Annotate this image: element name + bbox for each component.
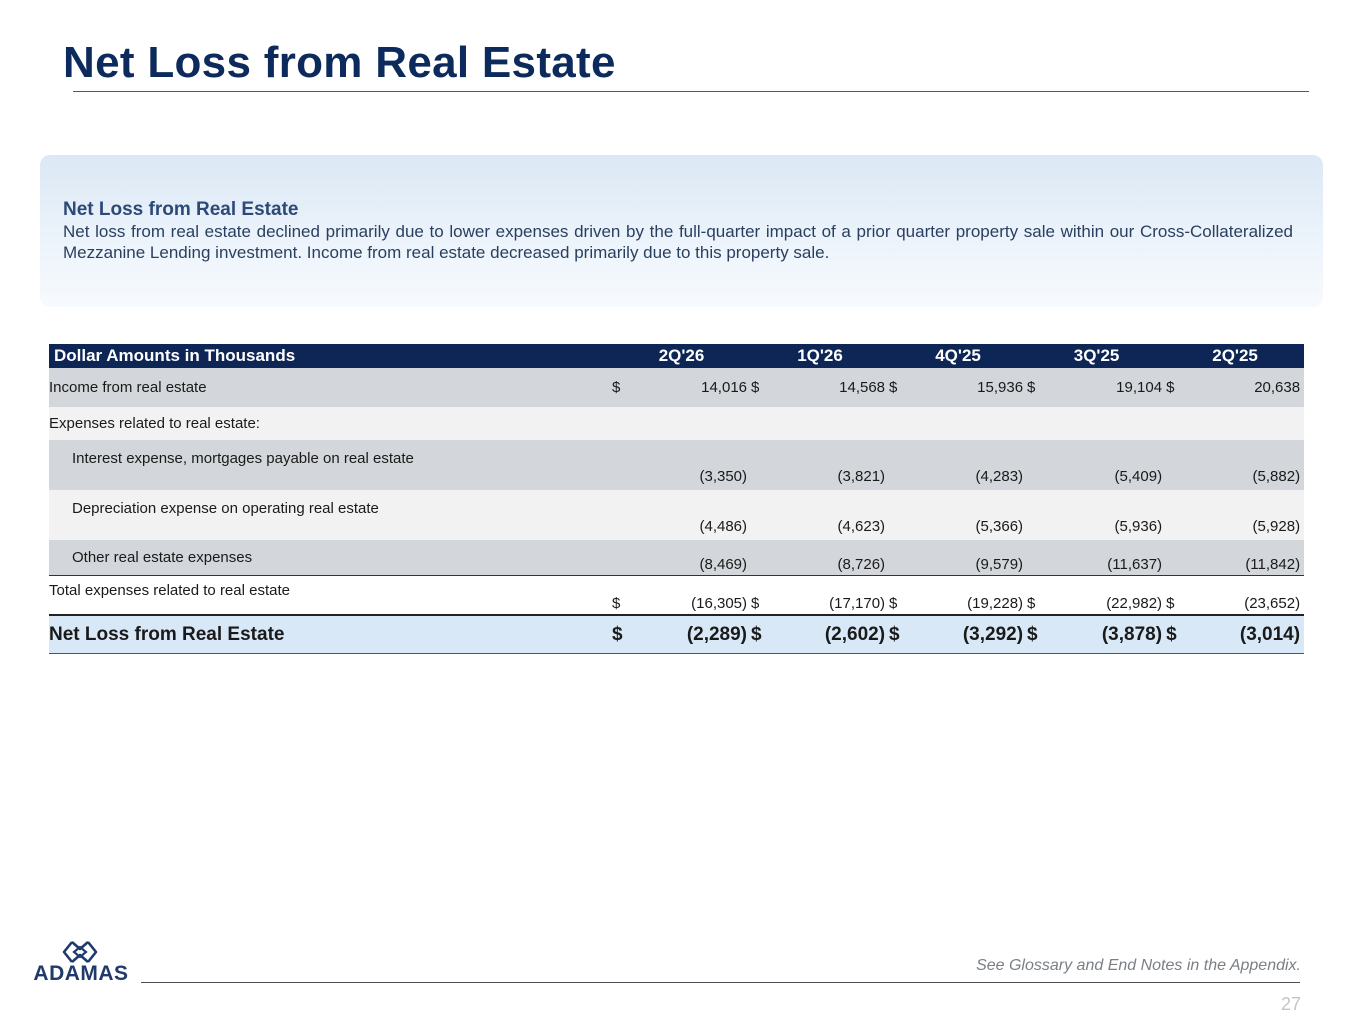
cell-value: (23,652) (1186, 575, 1305, 615)
cell-value: (5,936) (1047, 490, 1167, 540)
currency-symbol: $ (751, 575, 772, 615)
summary-callout: Net Loss from Real Estate Net loss from … (40, 155, 1323, 307)
table-header-label: Dollar Amounts in Thousands (49, 344, 612, 368)
period-header: 4Q'25 (889, 344, 1028, 368)
page-number: 27 (1280, 994, 1301, 1014)
period-header: 2Q'26 (612, 344, 752, 368)
cell-value: (3,350) (632, 440, 752, 490)
title-divider (73, 91, 1309, 92)
net-loss-table: Dollar Amounts in Thousands 2Q'26 1Q'26 … (49, 344, 1305, 654)
currency-symbol: $ (1166, 575, 1187, 615)
cell-value: 19,104 (1047, 368, 1167, 407)
cell-value: 15,936 (909, 368, 1028, 407)
currency-symbol: $ (612, 614, 632, 654)
period-header: 1Q'26 (751, 344, 890, 368)
cell-value: (3,821) (771, 440, 890, 490)
page-title: Net Loss from Real Estate (63, 38, 616, 87)
cell-value: (11,637) (1047, 540, 1167, 576)
cell-value: (4,623) (771, 490, 890, 540)
currency-symbol: $ (612, 368, 632, 407)
row-label: Total expenses related to real estate (49, 575, 612, 615)
table-row-total-expenses: Total expenses related to real estate $ … (49, 575, 1305, 615)
table-row-other-expenses: Other real estate expenses (8,469) (8,72… (49, 540, 1305, 576)
currency-symbol: $ (751, 368, 772, 407)
row-label: Depreciation expense on operating real e… (49, 490, 612, 540)
currency-symbol: $ (1027, 368, 1048, 407)
currency-symbol: $ (1166, 368, 1187, 407)
row-label: Income from real estate (49, 368, 612, 407)
cell-value: (8,469) (632, 540, 752, 576)
table-header-row: Dollar Amounts in Thousands 2Q'26 1Q'26 … (49, 344, 1305, 368)
table-row-interest: Interest expense, mortgages payable on r… (49, 440, 1305, 490)
cell-value: (5,928) (1186, 490, 1305, 540)
callout-heading: Net Loss from Real Estate (63, 199, 299, 220)
cell-value: (2,289) (632, 614, 752, 654)
currency-symbol: $ (751, 614, 772, 654)
cell-value: (8,726) (771, 540, 890, 576)
period-header: 2Q'25 (1166, 344, 1305, 368)
adamas-diamond-logo-icon (62, 941, 98, 963)
table-row-income: Income from real estate $ 14,016 $ 14,56… (49, 368, 1305, 407)
cell-value: 14,568 (771, 368, 890, 407)
currency-symbol: $ (1027, 575, 1048, 615)
cell-value: 20,638 (1186, 368, 1305, 407)
cell-value: (5,882) (1186, 440, 1305, 490)
cell-value: (3,878) (1047, 614, 1167, 654)
table-row-expenses-heading: Expenses related to real estate: (49, 407, 1305, 440)
period-header: 3Q'25 (1027, 344, 1167, 368)
logo-wordmark: ADAMAS (33, 962, 129, 985)
row-label: Other real estate expenses (49, 540, 612, 576)
row-label: Net Loss from Real Estate (49, 614, 612, 654)
currency-symbol: $ (612, 575, 632, 615)
cell-value: (3,014) (1186, 614, 1305, 654)
cell-value: 14,016 (632, 368, 752, 407)
currency-symbol: $ (889, 614, 910, 654)
cell-value: (2,602) (771, 614, 890, 654)
currency-symbol: $ (889, 368, 910, 407)
currency-symbol: $ (1166, 614, 1187, 654)
currency-symbol: $ (889, 575, 910, 615)
cell-value: (3,292) (909, 614, 1028, 654)
footnote: See Glossary and End Notes in the Append… (976, 957, 1301, 974)
row-label: Expenses related to real estate: (49, 407, 612, 440)
cell-value: (4,283) (909, 440, 1028, 490)
adamas-logo: ADAMAS (28, 940, 134, 988)
cell-value: (16,305) (632, 575, 752, 615)
cell-value: (9,579) (909, 540, 1028, 576)
row-label: Interest expense, mortgages payable on r… (49, 440, 612, 490)
cell-value: (4,486) (632, 490, 752, 540)
footer-divider (141, 982, 1300, 983)
cell-value: (19,228) (909, 575, 1028, 615)
cell-value: (5,409) (1047, 440, 1167, 490)
currency-symbol: $ (1027, 614, 1048, 654)
cell-value: (22,982) (1047, 575, 1167, 615)
cell-value: (11,842) (1186, 540, 1305, 576)
callout-body: Net loss from real estate declined prima… (63, 222, 1293, 262)
table-row-net-loss: Net Loss from Real Estate $ (2,289) $ (2… (49, 614, 1305, 654)
table-row-depreciation: Depreciation expense on operating real e… (49, 490, 1305, 540)
cell-value: (5,366) (909, 490, 1028, 540)
cell-value: (17,170) (771, 575, 890, 615)
